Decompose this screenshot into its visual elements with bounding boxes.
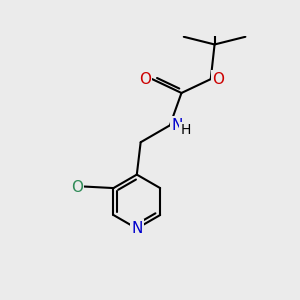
- Text: O: O: [71, 180, 83, 195]
- Text: H: H: [181, 123, 191, 137]
- Text: H: H: [68, 179, 78, 194]
- Text: O: O: [139, 72, 151, 87]
- Text: N: N: [131, 221, 142, 236]
- Text: O: O: [212, 72, 224, 87]
- Text: N: N: [172, 118, 183, 133]
